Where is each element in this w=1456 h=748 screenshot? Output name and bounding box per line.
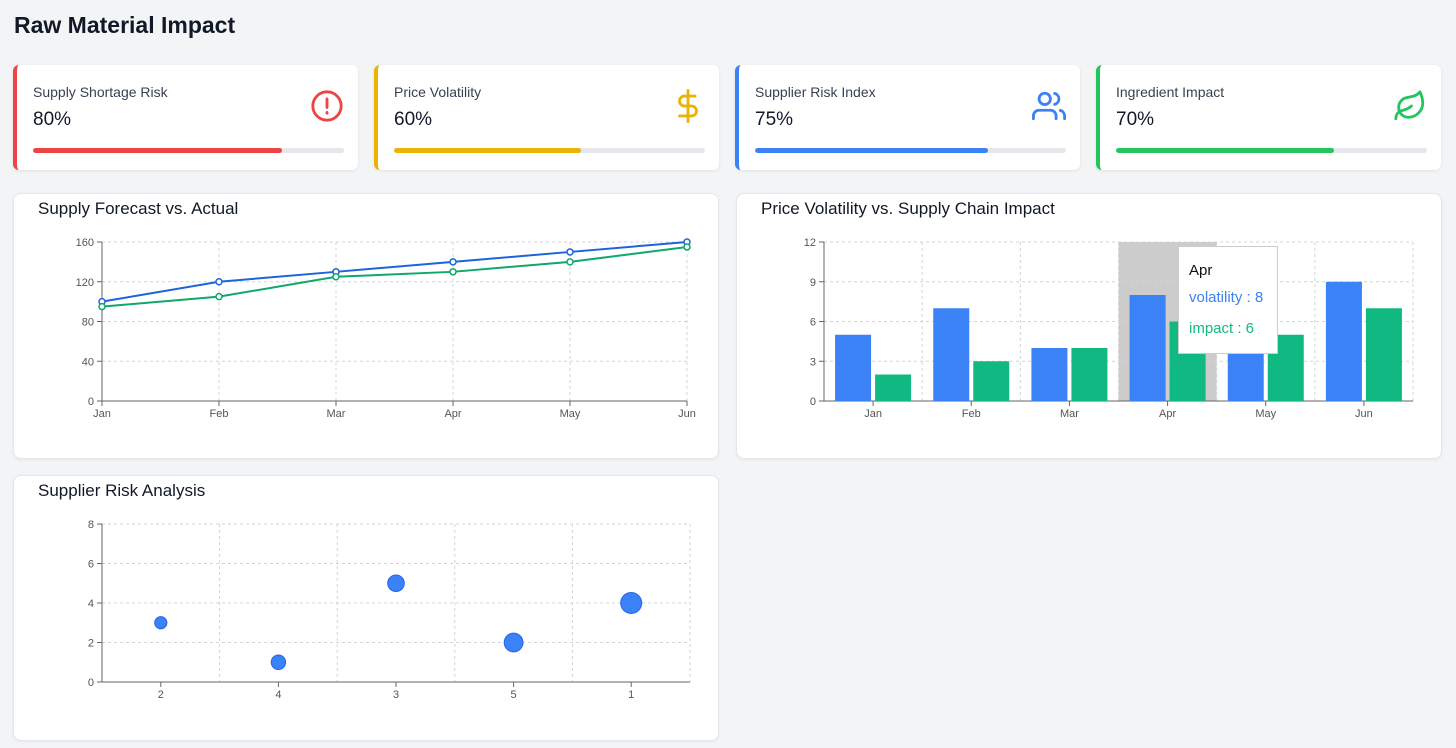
bar-impact (875, 374, 912, 401)
tooltip-volatility: volatility : 8 (1189, 289, 1264, 306)
y-tick-label: 0 (88, 677, 94, 689)
data-point-forecast (449, 258, 457, 266)
y-tick-label: 3 (810, 356, 816, 368)
tooltip-title: Apr (1189, 262, 1213, 279)
kpi-card-supplier-risk: Supplier Risk Index 75% (735, 65, 1080, 170)
bar-volatility (933, 308, 970, 401)
kpi-label: Ingredient Impact (1116, 84, 1225, 100)
chart-title: Supply Forecast vs. Actual (38, 199, 239, 218)
data-point-forecast (566, 248, 574, 256)
alert-circle-icon (311, 90, 343, 122)
users-icon (1032, 91, 1066, 121)
chart-tooltip: Apr volatility : 8 impact : 6 (1178, 246, 1278, 354)
data-point-actual (449, 268, 457, 276)
scatter-point (503, 632, 524, 653)
series-line-actual (101, 245, 688, 308)
x-tick-label: Feb (962, 408, 981, 420)
y-tick-label: 0 (810, 396, 816, 408)
y-tick-label: 2 (88, 638, 94, 650)
chart-title: Price Volatility vs. Supply Chain Impact (761, 199, 1055, 218)
kpi-progress-track (1116, 148, 1427, 153)
x-tick-label: 2 (158, 689, 164, 701)
bar-volatility (1129, 295, 1166, 401)
scatter-point (270, 654, 287, 670)
scatter-point (154, 616, 168, 630)
x-tick-label: 4 (275, 689, 281, 701)
leaf-icon (1394, 90, 1425, 121)
scatter-point (387, 574, 405, 593)
supplier-risk-chart[interactable]: 0 2 4 6 8 2 4 3 5 1 (14, 476, 720, 742)
y-tick-label: 6 (88, 559, 94, 571)
x-tick-label: 5 (511, 689, 517, 701)
x-tick-label: Jun (1355, 408, 1373, 420)
y-tick-label: 6 (810, 317, 816, 329)
bar-volatility (835, 334, 872, 401)
data-point-actual (683, 243, 691, 251)
supply-forecast-chart[interactable]: 0 40 80 120 160 Jan Feb Mar Apr May Jun (14, 194, 720, 460)
supplier-risk-card: Supplier Risk Analysis 0 2 4 6 8 2 4 3 5 1 (13, 475, 719, 741)
data-point-actual (215, 292, 223, 301)
kpi-label: Supplier Risk Index (755, 84, 876, 100)
bar-impact (1365, 308, 1402, 401)
kpi-progress-track (394, 148, 705, 153)
x-tick-label: 3 (393, 689, 399, 701)
data-point-forecast (215, 278, 223, 286)
kpi-card-ingredient-impact: Ingredient Impact 70% (1096, 65, 1441, 170)
x-tick-label: Feb (210, 408, 229, 420)
kpi-progress-fill (394, 148, 581, 153)
bar-volatility (1031, 348, 1068, 401)
x-tick-label: 1 (628, 689, 634, 701)
y-tick-label: 120 (76, 277, 94, 289)
x-tick-label: Apr (1159, 408, 1176, 420)
kpi-value: 70% (1116, 109, 1155, 130)
kpi-label: Supply Shortage Risk (33, 84, 168, 100)
bar-impact (1071, 348, 1108, 401)
y-tick-label: 160 (76, 237, 94, 249)
x-tick-label: Jan (93, 408, 111, 420)
x-tick-label: Mar (327, 408, 346, 420)
kpi-value: 75% (755, 109, 794, 130)
y-tick-label: 12 (804, 237, 816, 249)
x-tick-label: Apr (444, 408, 461, 420)
chart-title: Supplier Risk Analysis (38, 481, 206, 500)
tooltip-impact: impact : 6 (1189, 320, 1255, 337)
y-tick-label: 8 (88, 519, 94, 531)
price-volatility-card: Price Volatility vs. Supply Chain Impact… (736, 193, 1442, 459)
y-tick-label: 80 (82, 317, 94, 329)
x-tick-label: Jan (864, 408, 882, 420)
x-tick-label: May (560, 408, 581, 420)
x-tick-label: Mar (1060, 408, 1079, 420)
kpi-progress-fill (755, 148, 989, 153)
y-tick-label: 40 (82, 356, 94, 368)
kpi-progress-fill (1116, 148, 1334, 153)
supply-forecast-card: Supply Forecast vs. Actual 0 40 80 120 160 Ja… (13, 193, 719, 459)
bar-volatility (1325, 281, 1362, 401)
kpi-progress-track (33, 148, 344, 153)
series-line-forecast (101, 241, 688, 303)
bar-impact (973, 361, 1010, 401)
dollar-icon (678, 89, 698, 123)
kpi-card-supply-shortage: Supply Shortage Risk 80% (13, 65, 358, 170)
y-tick-label: 4 (88, 598, 94, 610)
data-point-actual (98, 302, 106, 311)
data-point-actual (566, 258, 574, 266)
page-title: Raw Material Impact (14, 12, 236, 38)
x-tick-label: Jun (678, 408, 696, 420)
x-tick-label: May (1255, 408, 1276, 420)
price-volatility-chart[interactable]: 0 3 6 9 12 Jan Feb Mar Apr May Jun (737, 194, 1443, 460)
kpi-value: 80% (33, 109, 72, 130)
kpi-value: 60% (394, 109, 433, 130)
kpi-label: Price Volatility (394, 84, 482, 100)
y-tick-label: 0 (88, 396, 94, 408)
kpi-card-price-volatility: Price Volatility 60% (374, 65, 719, 170)
y-tick-label: 9 (810, 277, 816, 289)
kpi-progress-fill (33, 148, 282, 153)
kpi-progress-track (755, 148, 1066, 153)
scatter-point (620, 592, 643, 614)
data-point-actual (332, 273, 340, 281)
